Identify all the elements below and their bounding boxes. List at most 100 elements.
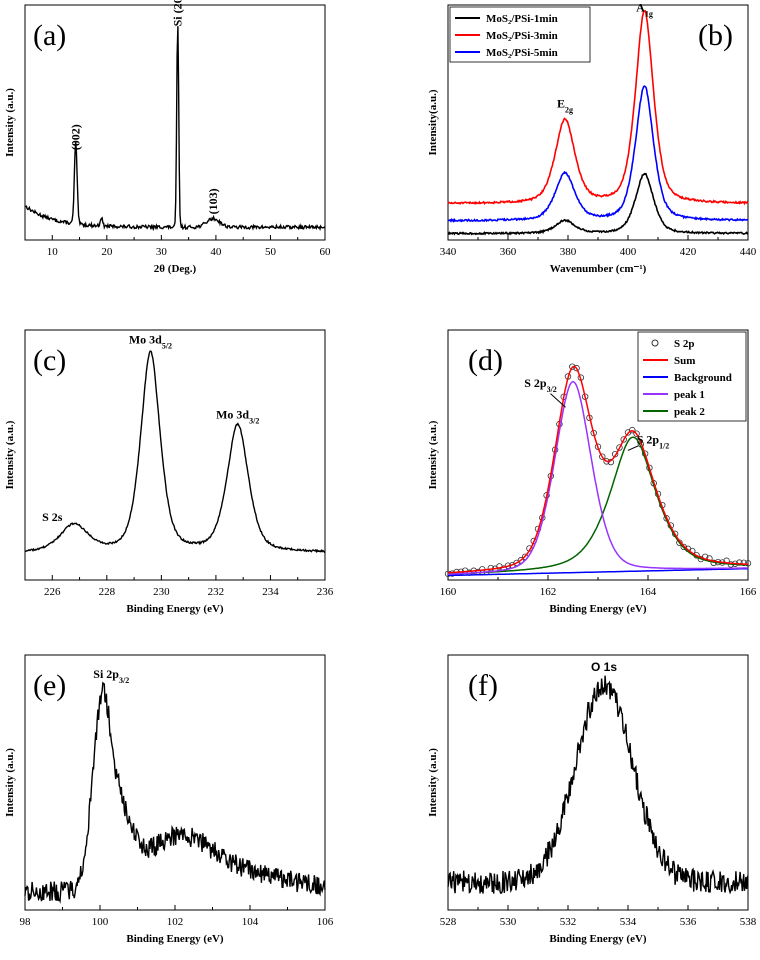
panel-label: (c) — [33, 344, 66, 377]
series-line — [447, 9, 749, 206]
series-sum — [448, 365, 748, 574]
x-tick-label: 40 — [210, 246, 222, 258]
x-tick-label: 60 — [320, 246, 332, 258]
x-axis-label: 2θ (Deg.) — [154, 263, 197, 275]
annotation-label: Mo 3d3/2 — [216, 408, 259, 426]
series-line — [24, 350, 326, 554]
annotation-label: O 1s — [591, 660, 617, 674]
annotation-label: S 2p1/2 — [637, 433, 670, 451]
annotation-label: (002) — [69, 124, 83, 150]
x-tick-label: 30 — [156, 246, 168, 258]
x-tick-label: 102 — [167, 916, 184, 928]
x-tick-label: 104 — [242, 916, 259, 928]
legend-label: peak 1 — [674, 389, 705, 401]
x-tick-label: 162 — [540, 586, 557, 598]
annotation-label: Si (200) — [171, 0, 185, 26]
annotation-arrow — [627, 445, 639, 451]
legend-swatch — [651, 339, 659, 347]
panel-label: (b) — [698, 19, 733, 52]
x-tick-label: 536 — [680, 916, 697, 928]
x-tick-label: 50 — [265, 246, 277, 258]
y-axis-label: Intensity (a.u.) — [4, 748, 16, 817]
annotation-label: (103) — [206, 188, 220, 214]
x-axis-label: Binding Energy (eV) — [549, 603, 647, 615]
legend-label: MoS₂/PSi-5min — [486, 47, 558, 59]
y-axis-label: Intensity (a.u.) — [427, 420, 439, 489]
x-tick-label: 226 — [44, 586, 61, 598]
data-point — [744, 560, 752, 567]
annotation-label: Mo 3d5/2 — [129, 333, 172, 351]
series-line — [447, 675, 749, 895]
panel-e: 98 100 102 104 106 Binding Energy (eV) Intensi… — [4, 654, 334, 945]
panel-label: (a) — [33, 19, 66, 52]
x-axis-label: Wavenumber (cm⁻¹) — [550, 263, 647, 275]
legend-label: Sum — [674, 355, 695, 367]
panel-label: (e) — [33, 669, 66, 702]
x-tick-label: 160 — [440, 586, 457, 598]
annotation-arrow — [550, 393, 566, 408]
series-peak-1 — [447, 380, 748, 575]
data-point — [629, 426, 636, 434]
x-tick-label: 98 — [20, 916, 32, 928]
series-line — [448, 172, 749, 236]
annotation-label: A1g — [636, 0, 653, 18]
x-tick-label: 538 — [740, 916, 757, 928]
panel-label: (d) — [468, 344, 503, 377]
y-axis-label: Intensity (a.u.) — [427, 748, 439, 817]
plot-frame-a — [24, 4, 326, 241]
data-point — [517, 557, 525, 564]
x-tick-label: 360 — [500, 246, 517, 258]
x-tick-label: 100 — [92, 916, 109, 928]
panel-c: 226 228 230 232 234 236 Binding Energy (eV) Int… — [4, 329, 334, 615]
x-tick-label: 20 — [101, 246, 113, 258]
annotation-label: E2g — [557, 97, 573, 115]
y-axis-label: Intensity (a.u.) — [4, 88, 16, 157]
plot-frame-c — [24, 329, 326, 581]
series-line — [24, 681, 326, 904]
series-background — [447, 567, 749, 577]
data-point — [616, 444, 623, 451]
x-axis-label: Binding Energy (eV) — [126, 933, 224, 945]
data-point — [620, 436, 627, 443]
annotation-label: S 2s — [42, 510, 63, 524]
series-line — [24, 26, 326, 232]
legend-label: MoS₂/PSi-3min — [486, 30, 558, 42]
x-tick-label: 228 — [99, 586, 116, 598]
legend-label: Background — [674, 372, 732, 384]
x-tick-label: 530 — [500, 916, 517, 928]
x-tick-label: 420 — [680, 246, 697, 258]
data-point — [573, 364, 580, 372]
x-axis-label: Binding Energy (eV) — [549, 933, 647, 945]
y-axis-label: Intensity (a.u.) — [4, 420, 16, 489]
x-tick-label: 166 — [740, 586, 757, 598]
x-tick-label: 440 — [740, 246, 757, 258]
x-tick-label: 380 — [560, 246, 577, 258]
x-tick-label: 164 — [640, 586, 657, 598]
data-point — [740, 559, 747, 567]
x-tick-label: 534 — [620, 916, 637, 928]
series-line — [447, 85, 749, 223]
panel-b: 340 360 380 400 420 440 Wavenumber (cm⁻¹) Inten… — [427, 0, 757, 275]
x-tick-label: 532 — [560, 916, 577, 928]
x-tick-label: 400 — [620, 246, 637, 258]
data-point — [736, 559, 743, 566]
x-tick-label: 340 — [440, 246, 457, 258]
x-tick-label: 10 — [47, 246, 59, 258]
x-tick-label: 106 — [317, 916, 334, 928]
data-point — [633, 430, 640, 437]
x-tick-label: 232 — [208, 586, 225, 598]
panel-f: 528 530 532 534 536 538 Binding Energy (eV) Int… — [427, 654, 757, 945]
legend-label: MoS₂/PSi-1min — [486, 13, 558, 25]
panel-label: (f) — [468, 669, 498, 702]
legend-label: S 2p — [674, 338, 695, 350]
data-point — [680, 543, 687, 551]
annotation-label: Si 2p3/2 — [93, 667, 129, 685]
x-axis-label: Binding Energy (eV) — [126, 603, 224, 615]
panel-d: 160 162 164 166 Binding Energy (eV) Intensity… — [427, 329, 757, 615]
y-axis-label: Intensity(a.u.) — [427, 89, 439, 155]
legend-label: peak 2 — [674, 406, 705, 418]
series-peak-2 — [448, 436, 748, 575]
panel-a: 10 20 30 40 50 60 2θ (Deg.) Intensity (a.u.) (a)… — [4, 0, 331, 275]
x-tick-label: 236 — [317, 586, 334, 598]
